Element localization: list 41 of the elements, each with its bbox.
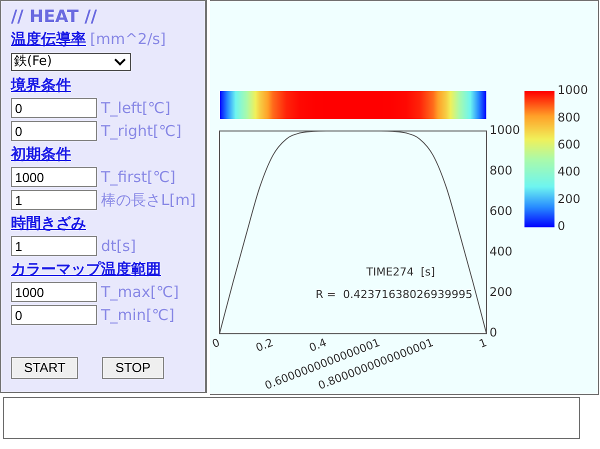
y-tick-label: 1000 [489,123,520,138]
y-tick-label: 800 [489,164,512,178]
color-bar-label: 200 [557,192,580,206]
y-tick-label: 0 [489,326,498,340]
annotation: R = 0.42371638026939995 [316,288,472,301]
text: 境界条件 [11,76,71,94]
text: カラーマップ温度範囲 [11,260,161,278]
color-bar-label: 600 [557,138,580,152]
color-bar-label: 800 [557,110,580,124]
annotation: TIME274 [s] [365,266,436,279]
text: T_right[℃] [101,122,182,140]
input-field: 1 [11,236,97,256]
line-series [220,131,486,334]
dropdown: 鉄(Fe) [11,53,131,71]
text: 時間きざみ [11,214,86,232]
text: T_first[℃] [101,168,176,186]
input-field: 0 [11,305,97,325]
button: START [11,357,78,379]
text: T_min[℃] [101,306,174,324]
input-field: 1000 [11,167,97,187]
text: 温度伝導率 [11,30,86,48]
input-field: 1000 [11,282,97,302]
text: T_left[℃] [101,99,171,117]
color-bar-label: 0 [557,219,566,234]
text: [mm^2/s] [90,30,166,48]
text: T_max[℃] [101,283,179,301]
x-tick-label: 0 [210,336,222,351]
y-tick-label: 200 [489,285,512,300]
text: dt[s] [101,237,136,255]
x-tick-label: 1 [477,336,489,351]
color-bar-label: 400 [557,164,580,179]
input-field: 0 [11,121,97,141]
text: // HEAT // [11,7,98,27]
text: 初期条件 [11,144,71,164]
color-bar-label: 1000 [557,83,588,98]
y-tick-label: 600 [489,204,512,218]
input-field: 0 [11,98,97,118]
input-field: 1 [11,190,97,210]
text: 棒の長さL[m] [101,190,196,210]
button: STOP [102,357,164,379]
y-tick-label: 400 [489,244,512,259]
